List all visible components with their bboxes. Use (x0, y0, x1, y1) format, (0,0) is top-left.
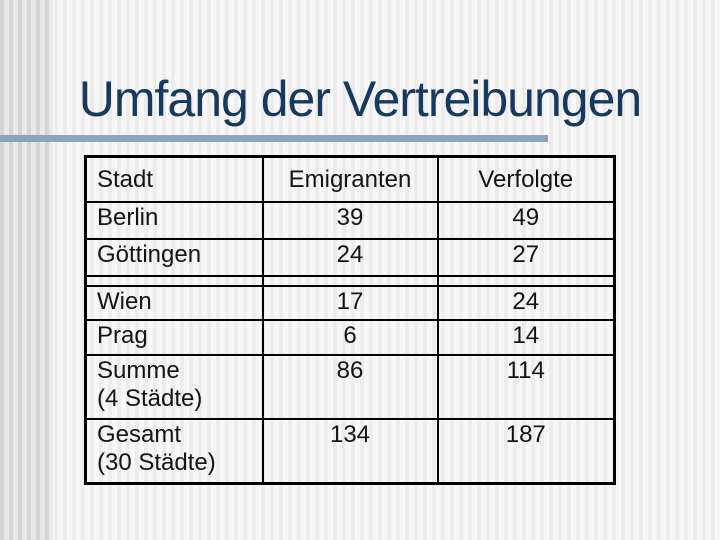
header-emigranten: Emigranten (261, 155, 439, 203)
table-row: Göttingen 24 27 (84, 237, 616, 277)
table-row-summe: Summe (4 Städte) 86 114 (84, 353, 616, 420)
cell-stadt-line2: (30 Städte) (97, 448, 216, 476)
table-header-row: Stadt Emigranten Verfolgte (84, 155, 616, 203)
cell-verfolgte: 187 (436, 417, 616, 485)
title-underline-bar (0, 135, 548, 142)
header-verfolgte: Verfolgte (436, 155, 616, 203)
cell-stadt-line1: Summe (97, 356, 180, 384)
left-stripe-band (0, 0, 53, 540)
cell-verfolgte: 114 (436, 353, 616, 420)
cell-stadt: Prag (84, 318, 264, 356)
cell-emigranten: 86 (261, 353, 439, 420)
cell-stadt: Summe (4 Städte) (84, 353, 264, 420)
cell-verfolgte: 49 (436, 200, 616, 240)
cell-emigranten: 24 (261, 237, 439, 277)
statistics-table: Stadt Emigranten Verfolgte Berlin 39 49 … (84, 155, 616, 485)
cell-emigranten: 6 (261, 318, 439, 356)
cell-emigranten: 134 (261, 417, 439, 485)
cell-stadt-line1: Gesamt (97, 420, 182, 448)
cell-stadt: Berlin (84, 200, 264, 240)
table-row-gesamt: Gesamt (30 Städte) 134 187 (84, 417, 616, 485)
cell-stadt: Gesamt (30 Städte) (84, 417, 264, 485)
slide-title: Umfang der Vertreibungen (78, 71, 642, 127)
cell-verfolgte: 14 (436, 318, 616, 356)
cell-verfolgte: 27 (436, 237, 616, 277)
cell-emigranten: 17 (261, 284, 439, 321)
table-row: Wien 17 24 (84, 284, 616, 321)
cell-stadt-line2: (4 Städte) (97, 384, 203, 412)
table-row: Berlin 39 49 (84, 200, 616, 240)
cell-stadt: Göttingen (84, 237, 264, 277)
cell-emigranten: 39 (261, 200, 439, 240)
spacer-row (84, 274, 616, 287)
header-stadt: Stadt (84, 155, 264, 203)
cell-stadt: Wien (84, 284, 264, 321)
cell-verfolgte: 24 (436, 284, 616, 321)
table-row: Prag 6 14 (84, 318, 616, 356)
